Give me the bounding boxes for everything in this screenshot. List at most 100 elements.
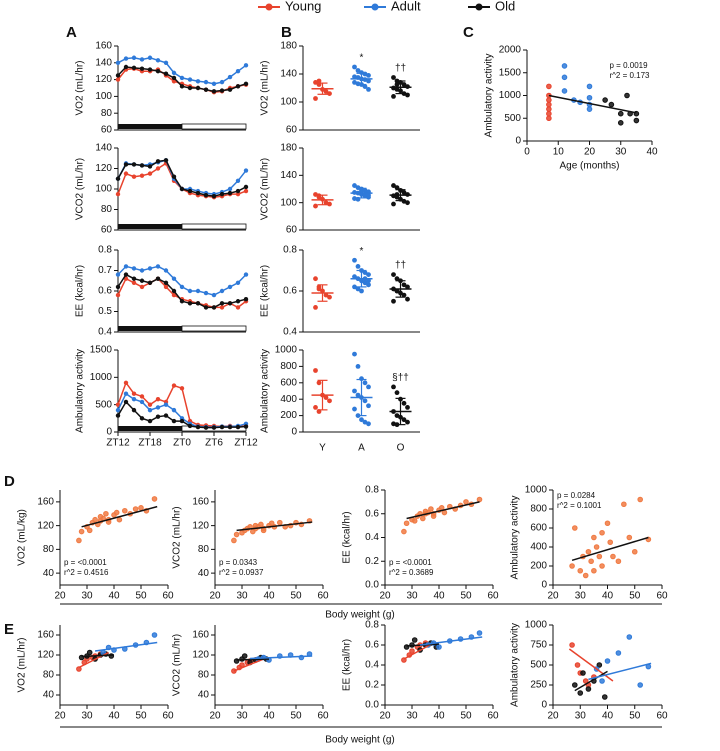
- x-tick-label: 60: [162, 711, 174, 722]
- point: [211, 193, 217, 199]
- dot: [352, 183, 357, 188]
- point: [171, 276, 177, 281]
- point: [115, 284, 121, 290]
- point: [155, 264, 161, 269]
- fit-line: [571, 536, 649, 562]
- x-tick-label: 40: [108, 711, 120, 722]
- y-tick-label: 600: [280, 377, 297, 388]
- x-tick-label: ZT12: [234, 438, 258, 449]
- point: [195, 190, 201, 196]
- panel-label: A: [66, 24, 77, 41]
- dot: [327, 294, 332, 300]
- point: [115, 413, 121, 418]
- x-tick-label: 60: [487, 591, 499, 602]
- point: [139, 278, 145, 283]
- point: [163, 413, 169, 418]
- y-tick-label: 80: [101, 108, 113, 119]
- y-tick-label: 0.2: [365, 556, 379, 567]
- point: [258, 521, 264, 528]
- panel-label: B: [281, 24, 292, 41]
- y-tick-label: 80: [101, 204, 113, 215]
- y-tick-label: 160: [37, 497, 54, 508]
- point: [131, 280, 137, 285]
- point: [123, 162, 129, 167]
- dot: [366, 282, 371, 288]
- dot: [359, 417, 364, 423]
- dot: [394, 82, 400, 87]
- y-tick-label: 1000: [90, 372, 113, 383]
- point: [123, 64, 129, 70]
- point: [139, 173, 145, 178]
- point: [219, 191, 225, 197]
- dot: [366, 384, 371, 390]
- point: [227, 87, 233, 92]
- point: [430, 513, 437, 519]
- point: [179, 386, 185, 391]
- point: [546, 101, 552, 108]
- stat-annotation: r^2 = 0.1001: [557, 501, 602, 510]
- y-axis-label: VO2 (mL/hr): [260, 60, 271, 115]
- y-axis-label: Ambulatory activity: [484, 54, 495, 138]
- point: [147, 280, 153, 285]
- light-phase: [181, 325, 247, 332]
- point: [580, 670, 586, 676]
- point: [569, 642, 575, 648]
- point: [546, 106, 552, 112]
- x-tick-label: ZT18: [138, 438, 162, 449]
- y-tick-label: 1000: [525, 620, 548, 631]
- point: [163, 284, 169, 290]
- point: [203, 192, 209, 198]
- y-tick-label: 100: [95, 184, 112, 195]
- y-tick-label: 140: [280, 170, 297, 181]
- point: [123, 399, 129, 405]
- y-tick-label: 800: [530, 504, 547, 515]
- stat-annotation: r^2 = 0.4516: [64, 568, 109, 577]
- point: [219, 301, 225, 306]
- dot: [366, 421, 371, 427]
- y-tick-label: 0.6: [98, 286, 112, 297]
- point: [420, 515, 426, 522]
- significance: *: [360, 246, 364, 257]
- y-tick-label: 500: [95, 399, 112, 410]
- point: [123, 391, 129, 396]
- y-axis-label: VO2 (mL/kg): [17, 509, 28, 566]
- shared-x-label: Body weight (g): [325, 610, 394, 621]
- x-tick-label: 50: [135, 591, 147, 602]
- point: [115, 191, 121, 197]
- point: [607, 539, 614, 546]
- point: [155, 69, 161, 74]
- point: [171, 70, 177, 76]
- dot: [405, 284, 410, 290]
- point: [243, 424, 249, 429]
- y-tick-label: 0: [541, 580, 547, 591]
- y-axis-label: Ambulatory activity: [260, 349, 271, 433]
- point: [115, 292, 121, 298]
- y-tick-label: 1000: [275, 345, 298, 356]
- dot: [401, 417, 407, 423]
- point: [155, 159, 161, 164]
- series-line: [117, 67, 247, 93]
- point: [123, 171, 129, 176]
- point: [171, 407, 177, 413]
- dot: [313, 305, 318, 310]
- point: [131, 407, 137, 413]
- y-tick-label: 40: [43, 568, 55, 579]
- y-tick-label: 120: [95, 74, 112, 85]
- point: [211, 81, 217, 87]
- panel-label: D: [4, 473, 15, 490]
- point: [626, 534, 633, 541]
- point: [227, 424, 233, 430]
- dot: [316, 286, 322, 292]
- fit-line: [81, 505, 158, 528]
- y-tick-label: 100: [280, 197, 297, 208]
- dot: [352, 406, 357, 412]
- fit-line: [574, 670, 608, 692]
- y-tick-label: 0.4: [283, 327, 297, 338]
- significance: *: [360, 53, 364, 64]
- point: [586, 94, 593, 101]
- point: [195, 85, 201, 91]
- dot: [394, 390, 400, 396]
- y-tick-label: 0.0: [365, 700, 379, 711]
- series-line: [117, 265, 247, 296]
